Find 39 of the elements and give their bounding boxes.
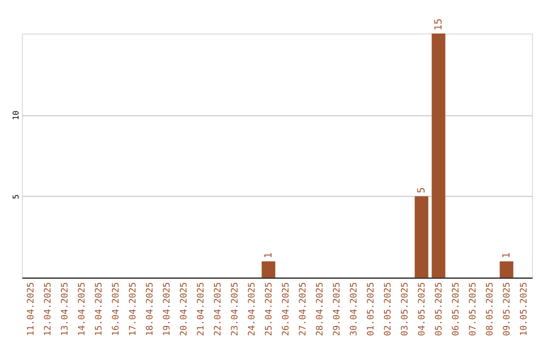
x-tick-label: 30.04.2025 xyxy=(349,282,360,336)
x-tick-label: 13.04.2025 xyxy=(60,282,70,336)
x-tick-label: 02.05.2025 xyxy=(383,282,394,336)
x-tick-label: 12.04.2025 xyxy=(43,282,54,336)
bar xyxy=(500,261,514,278)
x-tick-label: 29.04.2025 xyxy=(332,282,342,336)
x-tick-label: 01.05.2025 xyxy=(366,282,376,336)
x-tick-label: 20.04.2025 xyxy=(179,282,190,336)
x-tick-label: 08.05.2025 xyxy=(486,282,496,336)
y-tick-label: 10 xyxy=(11,110,20,120)
x-tick-label: 07.05.2025 xyxy=(468,282,479,336)
x-tick-label: 21.04.2025 xyxy=(196,282,206,336)
x-tick-label: 16.04.2025 xyxy=(111,282,122,336)
x-tick-label: 26.04.2025 xyxy=(281,282,292,336)
x-tick-label: 25.04.2025 xyxy=(264,282,274,336)
x-tick-label: 03.05.2025 xyxy=(400,282,410,336)
x-tick-label: 19.04.2025 xyxy=(162,282,172,336)
data-label: 5 xyxy=(416,187,428,194)
bar xyxy=(262,261,276,278)
x-tick-label: 15.04.2025 xyxy=(94,282,104,336)
x-tick-label: 17.04.2025 xyxy=(128,282,138,336)
x-tick-label: 10.05.2025 xyxy=(520,282,530,336)
x-tick-label: 24.04.2025 xyxy=(247,282,258,336)
bar xyxy=(432,34,446,278)
x-tick-label: 18.04.2025 xyxy=(145,282,156,336)
x-tick-label: 22.04.2025 xyxy=(213,282,224,336)
x-tick-label: 23.04.2025 xyxy=(230,282,240,336)
x-tick-label: 05.05.2025 xyxy=(434,282,444,336)
x-tick-label: 14.04.2025 xyxy=(77,282,88,336)
x-tick-label: 06.05.2025 xyxy=(452,282,462,336)
x-tick-label: 09.05.2025 xyxy=(502,282,513,336)
x-tick-label: 27.04.2025 xyxy=(298,282,308,336)
x-tick-label: 04.05.2025 xyxy=(417,282,428,336)
data-label: 1 xyxy=(502,252,513,258)
data-label: 15 xyxy=(434,18,444,31)
x-tick-label: 28.04.2025 xyxy=(315,282,326,336)
x-tick-label: 11.04.2025 xyxy=(26,282,36,336)
data-label: 1 xyxy=(263,252,274,258)
bar xyxy=(414,196,428,278)
